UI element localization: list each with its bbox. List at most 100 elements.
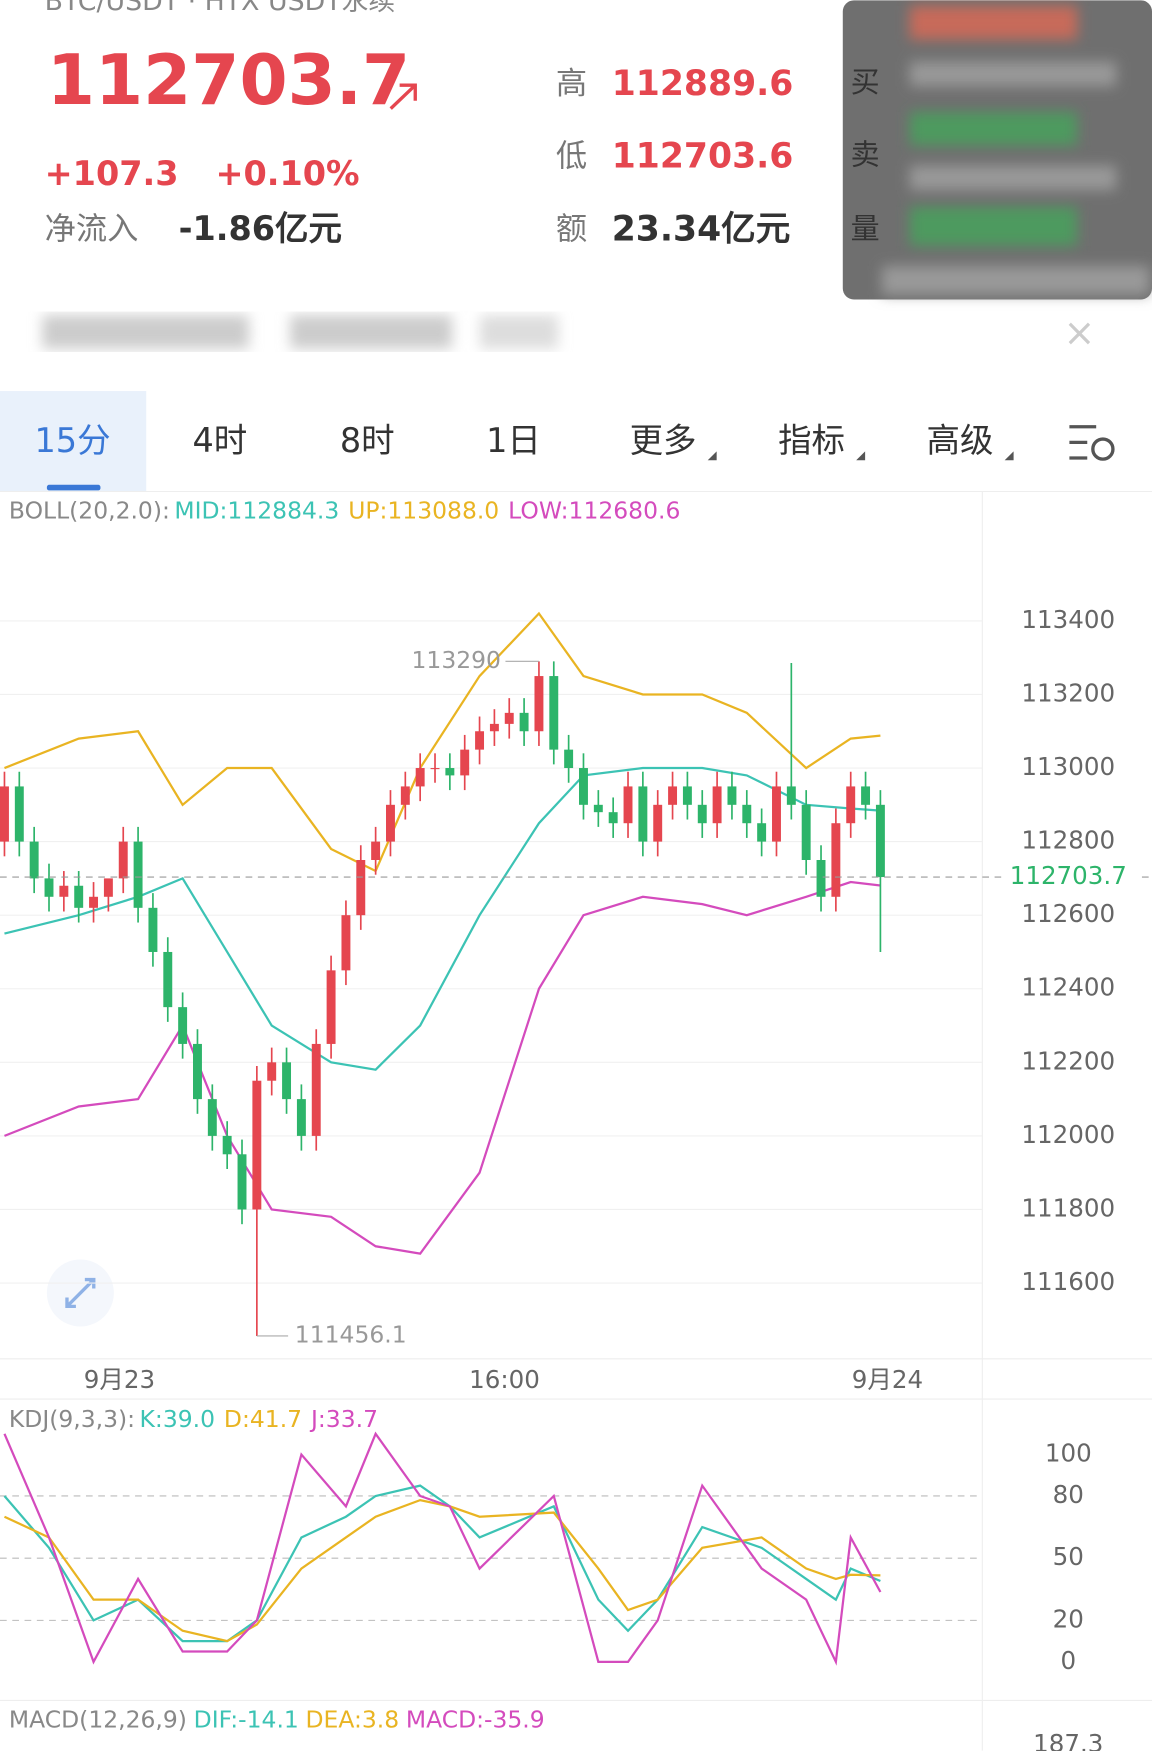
- candle-body: [772, 786, 781, 842]
- candle-body: [801, 804, 811, 860]
- y-tick-label: 20: [1053, 1604, 1084, 1633]
- legend-item: MACD:-35.9: [406, 1705, 545, 1733]
- candle-body: [742, 804, 752, 824]
- high-value: 112889.6: [612, 64, 794, 104]
- tab[interactable]: 高级: [927, 421, 994, 460]
- blurred-tags: [42, 315, 559, 349]
- candle-body: [816, 859, 826, 897]
- candle-body: [831, 823, 841, 897]
- y-tick-label: 111600: [1021, 1267, 1115, 1296]
- candle-body: [0, 786, 9, 842]
- tab[interactable]: 更多: [630, 421, 697, 460]
- y-tick-label: 112000: [1021, 1120, 1115, 1149]
- candle-body: [697, 804, 707, 824]
- high-annotation: 113290: [412, 646, 501, 674]
- low-value: 112703.6: [612, 137, 794, 177]
- legend-item: UP:113088.0: [348, 496, 499, 524]
- legend-item: MACD(12,26,9): [9, 1705, 187, 1733]
- tab[interactable]: 15分: [35, 421, 111, 460]
- candle-body: [282, 1062, 292, 1100]
- candle-body: [445, 768, 455, 776]
- candle-body: [875, 804, 885, 878]
- expand-icon[interactable]: [46, 1259, 114, 1327]
- candle-body: [638, 786, 648, 842]
- candle-body: [163, 951, 173, 1008]
- candle-body: [846, 786, 856, 824]
- candle-body: [118, 841, 128, 879]
- tab[interactable]: 8时: [340, 421, 395, 460]
- candle-body: [178, 1007, 188, 1044]
- y-tick-label: 113000: [1021, 752, 1115, 781]
- candle-body: [356, 859, 366, 916]
- candle-body: [296, 1099, 306, 1136]
- depth-label: 卖: [851, 138, 880, 172]
- candle-body: [475, 731, 485, 750]
- candle-body: [74, 885, 84, 908]
- candle-body: [207, 1099, 217, 1136]
- y-tick-label: 111800: [1021, 1193, 1115, 1222]
- candle-body: [89, 896, 99, 908]
- up-arrow: [389, 83, 417, 110]
- candle-body: [386, 804, 395, 842]
- indicator-line: [4, 611, 881, 873]
- y-tick-label: 112800: [1021, 826, 1115, 855]
- legend-item: K:39.0: [140, 1405, 215, 1433]
- candle-body: [267, 1062, 277, 1081]
- dropdown-mark: [707, 451, 717, 461]
- legend-item: LOW:112680.6: [508, 496, 680, 524]
- close-button[interactable]: ×: [1064, 311, 1096, 355]
- candle-body: [193, 1043, 202, 1100]
- last-price-box: [1001, 859, 1138, 895]
- legend-item: D:41.7: [224, 1405, 302, 1433]
- candle-body: [341, 915, 351, 971]
- candle-body: [44, 878, 54, 897]
- legend-item: DEA:3.8: [306, 1705, 400, 1733]
- candle-body: [623, 786, 633, 824]
- y-tick-label: 80: [1053, 1480, 1084, 1509]
- candle-body: [757, 823, 767, 842]
- amount-label: 额: [556, 211, 587, 247]
- indicator-legend: BOLL(20,2.0): MID:112884.3 UP:113088.0 LOW:…: [9, 496, 680, 524]
- candle-body: [14, 786, 24, 842]
- tab[interactable]: 指标: [778, 421, 845, 460]
- indicator-legend: KDJ(9,3,3): K:39.0 D:41.7 J:33.7: [9, 1405, 378, 1433]
- depth-label: 量: [851, 211, 880, 245]
- candle-body: [326, 970, 336, 1044]
- candle-body: [400, 786, 410, 805]
- candle-body: [489, 723, 499, 732]
- candle-body: [564, 749, 574, 769]
- candle-body: [608, 812, 618, 824]
- candle-body: [415, 768, 425, 787]
- y-tick-label: 100: [1045, 1439, 1092, 1468]
- tab[interactable]: 4时: [193, 421, 248, 460]
- tab[interactable]: 1日: [486, 421, 541, 460]
- candle-body: [861, 786, 871, 805]
- candle-body: [579, 768, 588, 805]
- dropdown-mark: [856, 451, 866, 461]
- depth-label: 买: [851, 65, 880, 99]
- settings-icon[interactable]: [1069, 425, 1115, 461]
- y-tick-label: 112600: [1021, 899, 1115, 928]
- indicator-line: [4, 880, 881, 1255]
- y-tick-label: 113200: [1021, 678, 1115, 707]
- indicator-line: [3, 1484, 881, 1643]
- change: +107.3: [45, 154, 179, 193]
- candle-body: [593, 804, 603, 813]
- x-tick-label: 16:00: [469, 1365, 540, 1394]
- candle-body: [222, 1135, 232, 1155]
- dropdown-mark: [1004, 451, 1014, 461]
- candle-body: [430, 768, 440, 770]
- candle-body: [133, 841, 143, 908]
- y-tick-label: 50: [1053, 1542, 1084, 1571]
- low-label: 低: [556, 139, 587, 175]
- x-tick-label: 9月24: [852, 1365, 923, 1394]
- depth-panel: 买 卖 量: [842, 0, 1152, 300]
- candle-body: [534, 676, 544, 732]
- active-tab-underline: [46, 484, 101, 491]
- y-tick-label: 187.3: [1033, 1729, 1103, 1751]
- candle-body: [519, 712, 529, 732]
- legend-item: J:33.7: [309, 1405, 378, 1433]
- low-annotation: 111456.1: [295, 1320, 407, 1348]
